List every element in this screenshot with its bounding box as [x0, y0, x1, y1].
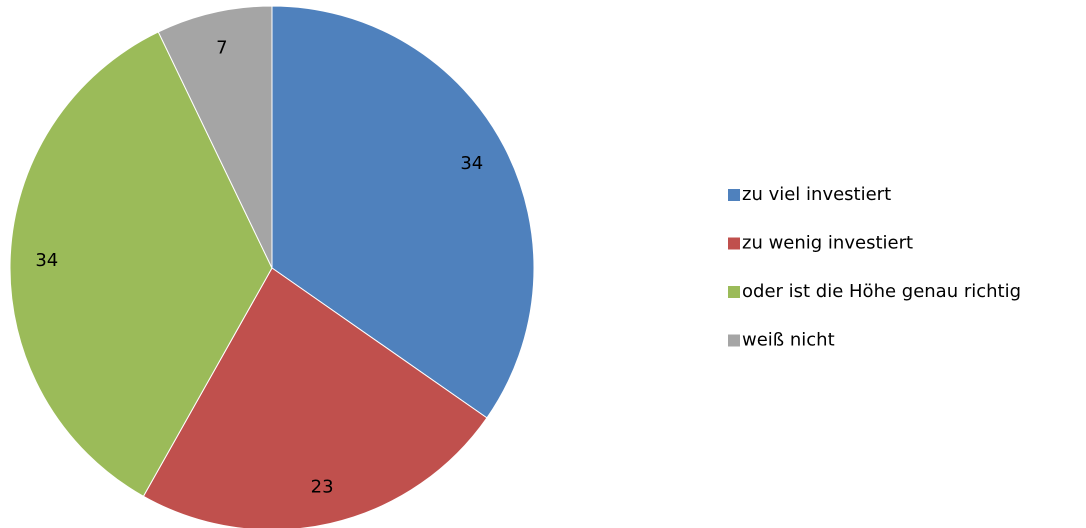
legend-swatch [728, 189, 740, 201]
pie-slice [157, 5, 273, 269]
legend-label: weiß nicht [742, 330, 835, 351]
pie-slice [142, 267, 488, 528]
pie-slice [271, 5, 535, 419]
legend-swatch [728, 334, 740, 347]
legend-swatch [728, 237, 740, 250]
legend-swatch [728, 286, 740, 298]
data-label: 7 [216, 37, 227, 58]
data-label: 34 [460, 153, 483, 174]
legend-label: oder ist die Höhe genau richtig [742, 281, 1021, 302]
data-label: 34 [35, 250, 58, 271]
data-label: 23 [311, 477, 334, 498]
pie-slice [9, 31, 273, 497]
legend-label: zu wenig investiert [742, 233, 913, 254]
legend-label: zu viel investiert [742, 184, 891, 205]
